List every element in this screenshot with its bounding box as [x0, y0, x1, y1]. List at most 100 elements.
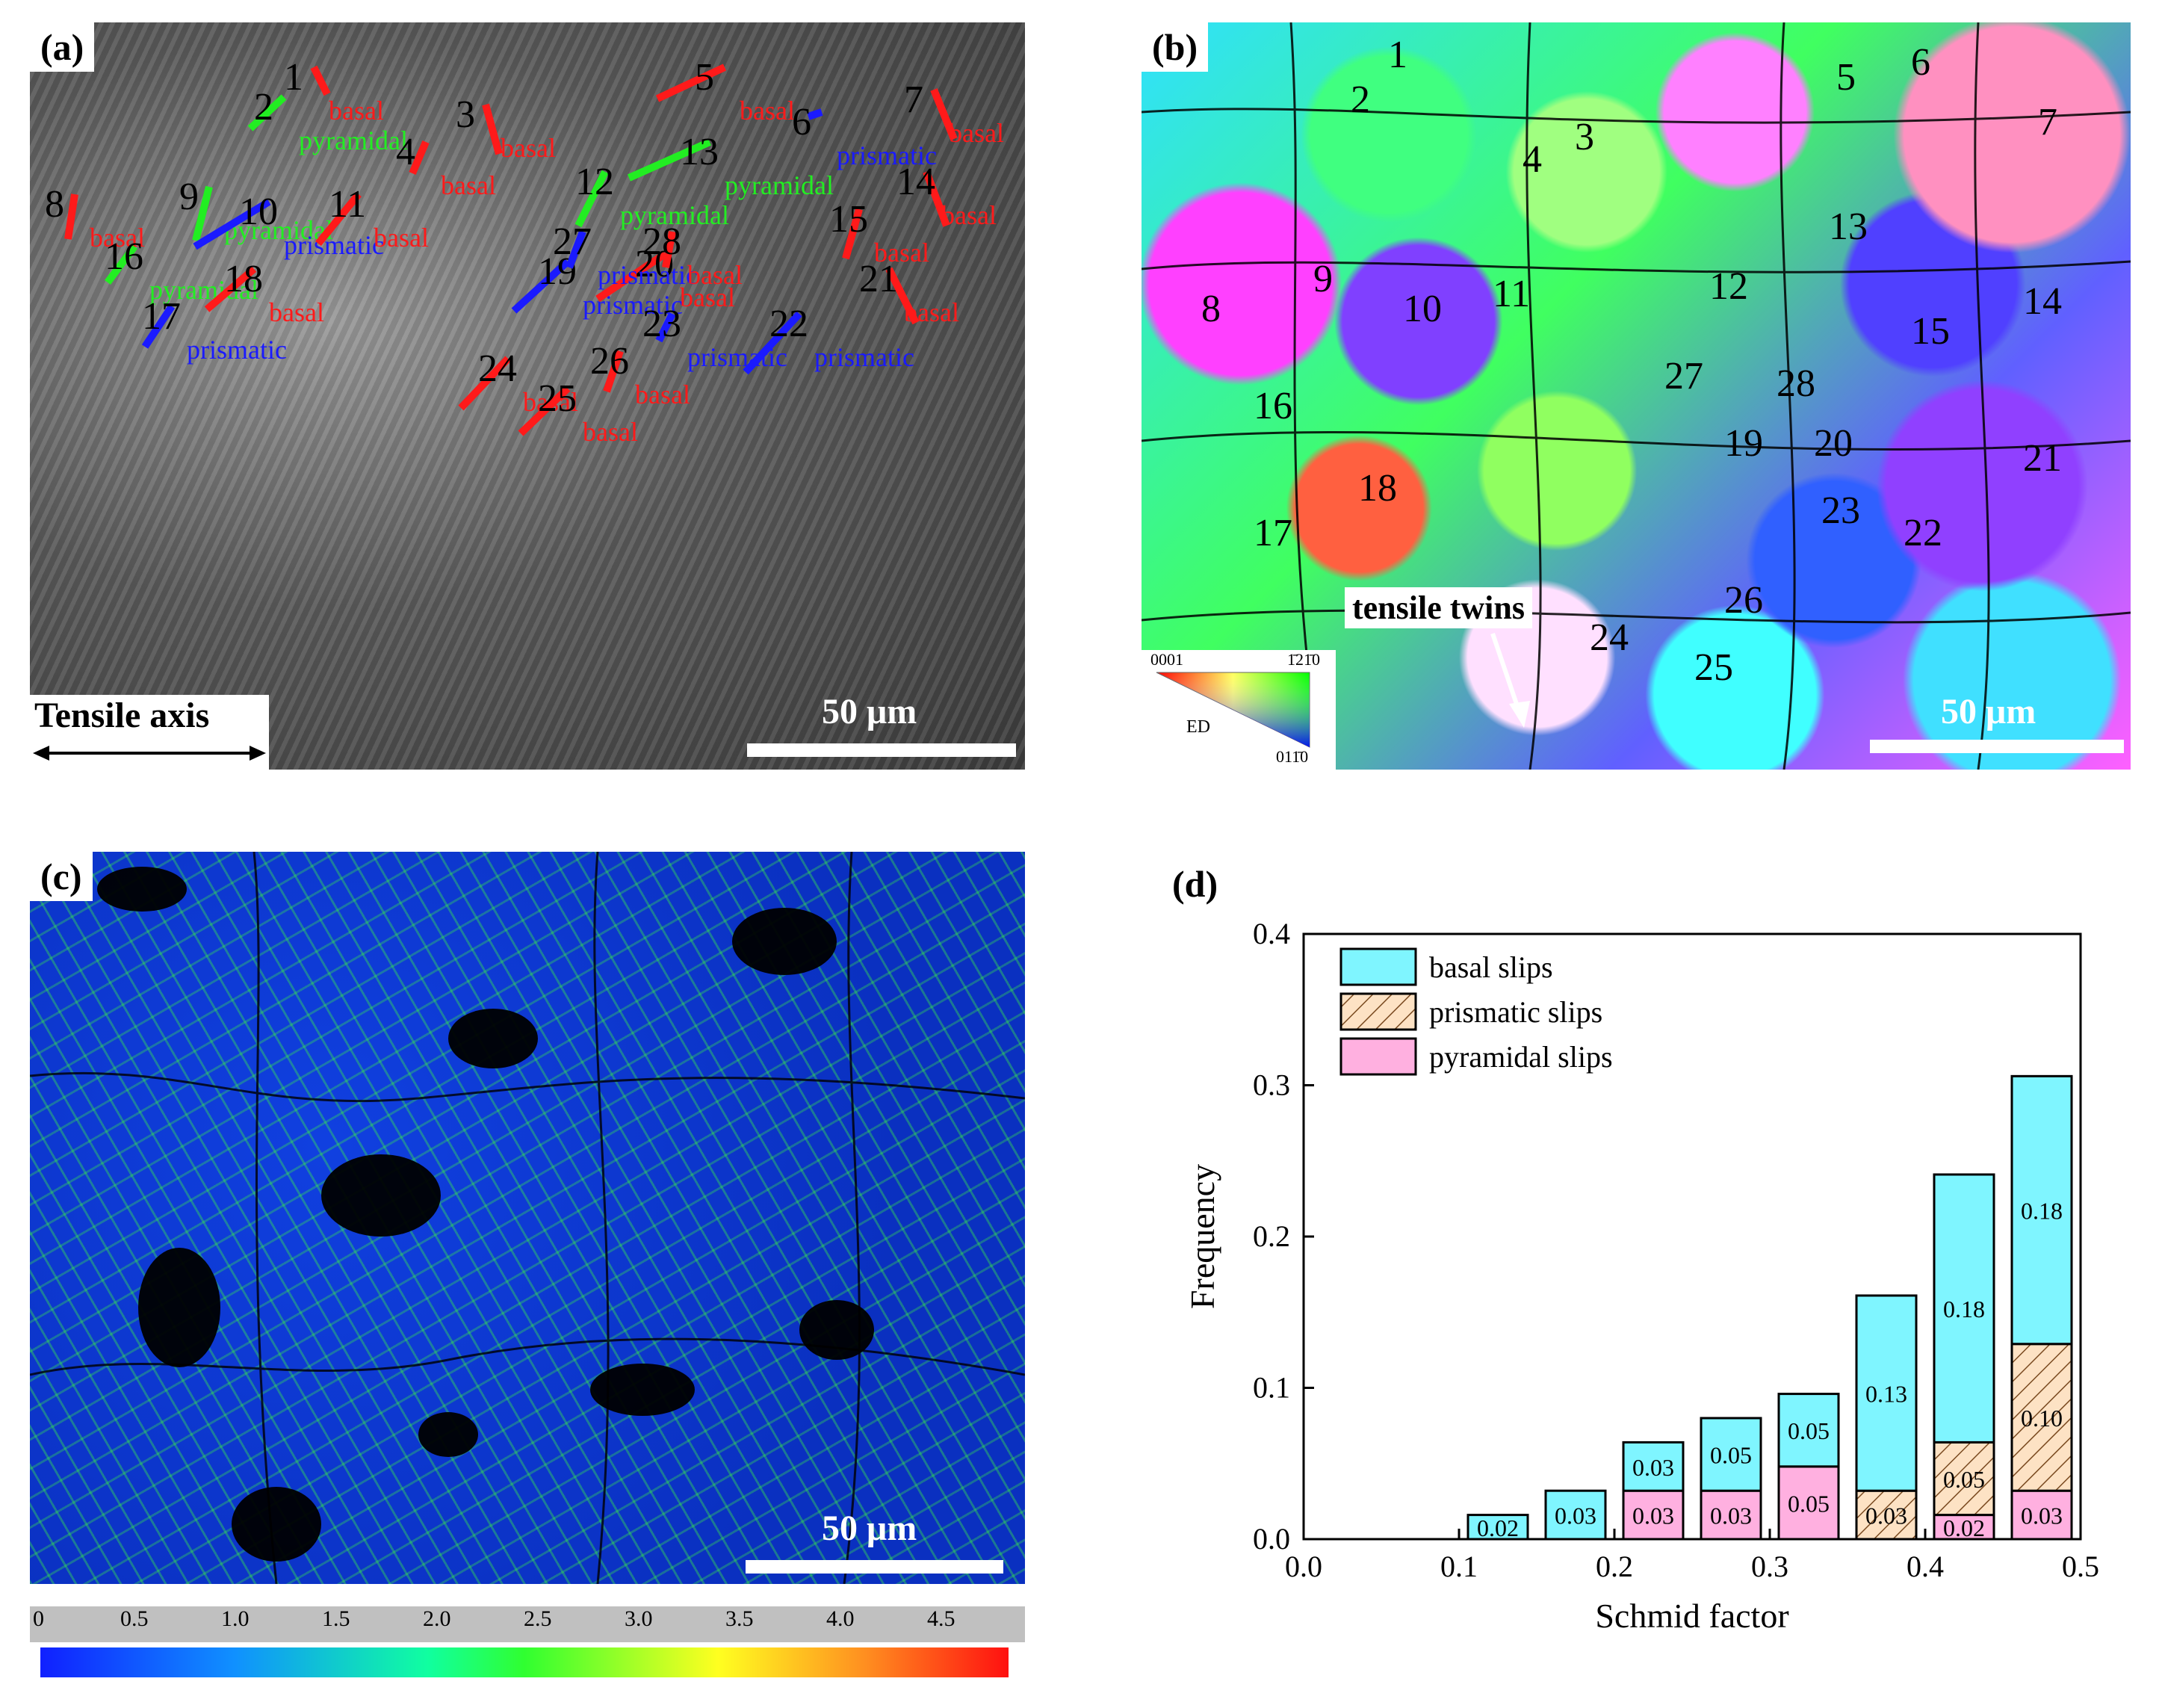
slip-label-12: pyramidal	[620, 200, 729, 230]
data-label-prismatic-slips-7: 0.10	[2021, 1405, 2063, 1432]
series-basal-slips: 0.02 0.03 0.03 0.05 0.05 0.13 0.18 0.18	[1466, 1074, 2073, 1541]
legend-swatch-0	[1339, 947, 1417, 986]
bar-basal-slips-4	[1777, 1393, 1840, 1468]
series-pyramidal-slips: 0.03 0.03 0.05 0.02 0.03	[1622, 1465, 2073, 1541]
data-label-pyramidal-slips-3: 0.03	[1710, 1503, 1752, 1529]
x-tick-label: 0.2	[1596, 1550, 1633, 1583]
data-label-basal-slips-0: 0.02	[1477, 1514, 1519, 1541]
panel-label-c: (c)	[30, 852, 93, 901]
slip-label-3: basal	[501, 133, 556, 163]
grain-boundaries	[1142, 22, 2131, 770]
data-label-basal-slips-2: 0.03	[1632, 1454, 1674, 1481]
grain-number-18: 18	[224, 258, 263, 300]
data-label-basal-slips-4: 0.05	[1788, 1417, 1830, 1444]
grain-number-17: 17	[142, 295, 181, 338]
slip-label-28: basal	[687, 260, 743, 290]
slip-label-7: basal	[949, 118, 1004, 148]
data-label-basal-slips-1: 0.03	[1555, 1503, 1596, 1529]
colorbar-tick-1: 0.5	[120, 1606, 149, 1631]
grain-id-2: 2	[1351, 78, 1370, 121]
scale-bar	[747, 743, 1016, 757]
data-label-pyramidal-slips-2: 0.03	[1632, 1503, 1674, 1529]
slip-label-13: pyramidal	[725, 170, 834, 200]
scale-label: 50 μm	[822, 692, 917, 731]
colorbar-tick-7: 3.5	[725, 1606, 754, 1631]
grain-number-27: 27	[553, 220, 592, 263]
x-tick-label: 0.3	[1751, 1550, 1788, 1583]
grain-id-10: 10	[1403, 288, 1442, 330]
legend-label-0: basal slips	[1429, 950, 1553, 984]
colorbar-tick-2: 1.0	[221, 1606, 250, 1631]
kam-colorbar	[40, 1647, 1009, 1677]
panel-label-b: (b)	[1142, 22, 1209, 72]
slip-trace-12	[574, 170, 609, 228]
grain-id-27: 27	[1664, 355, 1703, 397]
ipf-triangle	[1156, 672, 1310, 748]
ipf-legend: 0001 1̄21̄0 011̄0 ED	[1142, 650, 1336, 770]
data-label-basal-slips-6: 0.18	[1943, 1296, 1985, 1322]
scale-label: 50 μm	[822, 1509, 917, 1548]
tensile-axis-label: Tensile axis	[34, 696, 210, 735]
grain-marker-4: 4 basal	[396, 131, 496, 200]
slip-trace-16	[105, 244, 137, 285]
grain-number-5: 5	[695, 56, 714, 99]
grain-marker-11: 11 basal	[315, 183, 429, 253]
slip-label-17: prismatic	[187, 335, 287, 365]
slip-label-18: basal	[269, 297, 324, 327]
colorbar-tick-6: 3.0	[625, 1606, 653, 1631]
bar-pyramidal-slips-4	[1777, 1465, 1840, 1541]
bar-pyramidal-slips-7	[2010, 1489, 2073, 1541]
grain-id-18: 18	[1358, 467, 1397, 510]
grain-id-26: 26	[1724, 579, 1763, 622]
bar-basal-slips-2	[1622, 1441, 1685, 1492]
grain-id-3: 3	[1575, 116, 1594, 158]
schmid-factor-chart: 0.03 0.03 0.050.02 0.030.030.050.100.02 0.03…	[1183, 917, 2099, 1635]
grain-id-19: 19	[1724, 422, 1763, 465]
grain-marker-2: 2 pyramidal	[247, 86, 408, 155]
slip-label-5: basal	[740, 96, 795, 126]
grain-number-23: 23	[642, 303, 681, 345]
ebsd-ipf-map: 1 2 3 4 5 6 7 8 9 10 11 12 13 14 15 16 17 18 19 20 21 22 23 24 2…	[1142, 22, 2131, 770]
slip-label-2: pyramidal	[299, 126, 408, 155]
panel-label-d: (d)	[1162, 859, 1229, 909]
grain-number-8: 8	[45, 183, 64, 226]
slip-trace-28	[662, 231, 676, 268]
data-label-prismatic-slips-5: 0.03	[1865, 1503, 1907, 1529]
slip-trace-10	[193, 198, 271, 250]
bar-basal-slips-5	[1855, 1294, 1918, 1492]
slip-trace-3	[482, 103, 503, 155]
grain-id-21: 21	[2023, 437, 2062, 480]
ipf-label-0001: 0001	[1150, 650, 1183, 669]
grain-number-13: 13	[680, 131, 719, 173]
grain-number-4: 4	[396, 131, 415, 173]
data-label-pyramidal-slips-6: 0.02	[1943, 1514, 1985, 1541]
slip-label-22: prismatic	[814, 342, 914, 372]
grain-id-11: 11	[1493, 273, 1530, 315]
grain-marker-7: 7 basal	[904, 78, 1004, 148]
slip-trace-8	[64, 194, 78, 240]
slip-trace-27	[566, 230, 586, 269]
slip-trace-2	[247, 94, 287, 131]
x-tick-label: 0.1	[1440, 1550, 1478, 1583]
grain-id-28: 28	[1777, 362, 1815, 405]
grain-marker-1: 1 basal	[284, 56, 384, 126]
grain-number-22: 22	[769, 303, 808, 345]
grain-id-4: 4	[1523, 138, 1542, 181]
slip-trace-22	[743, 311, 802, 375]
sem-image: 1 basal 2 pyramidal 3 basal 4 basal 5 basal 6 prism…	[30, 22, 1025, 770]
grain-number-9: 9	[179, 176, 199, 218]
colorbar-tick-9: 4.5	[927, 1606, 955, 1631]
legend-swatch-1	[1339, 992, 1417, 1031]
tensile-axis-box: Tensile axis	[30, 695, 269, 770]
bar-basal-slips-1	[1544, 1489, 1607, 1541]
slip-label-15: basal	[874, 238, 929, 267]
grain-number-16: 16	[105, 235, 143, 278]
ipf-label-12-10: 1̄21̄0	[1287, 650, 1320, 669]
